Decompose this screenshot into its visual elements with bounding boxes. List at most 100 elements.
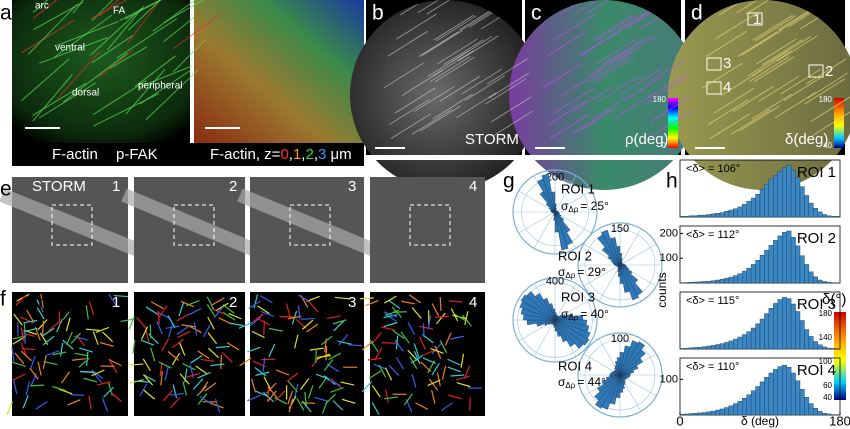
fiber [542, 62, 583, 89]
orientation-stick [23, 327, 38, 333]
panel-label: g [503, 170, 515, 193]
orientation-stick [251, 313, 264, 324]
hist-bar [813, 341, 818, 350]
fiber [109, 46, 147, 69]
orientation-stick [214, 398, 221, 413]
orientation-stick [43, 361, 58, 366]
fiber [602, 39, 643, 66]
hist-bar [679, 348, 685, 350]
hist-bar [702, 281, 707, 284]
fiber [753, 56, 795, 83]
orientation-stick [263, 376, 271, 390]
micrograph [370, 292, 485, 416]
orientation-stick [59, 342, 64, 357]
hist-bar [830, 348, 836, 350]
hist-bar [746, 267, 752, 284]
rose-tick-label: 100 [611, 333, 629, 345]
hist-bar [782, 297, 787, 350]
hist-bar [706, 411, 712, 416]
orientation-stick [411, 307, 422, 319]
fiber [777, 35, 818, 62]
hist-bar [786, 298, 792, 350]
orientation-stick [381, 342, 396, 344]
hist-bar [777, 171, 783, 218]
fiber [649, 96, 691, 123]
orientation-stick [215, 345, 230, 349]
orientation-stick [192, 378, 204, 390]
orientation-stick [388, 364, 400, 376]
fiber [732, 86, 774, 112]
orientation-stick [34, 326, 41, 341]
orientation-stick [462, 314, 472, 327]
hist-bar [750, 327, 756, 350]
orientation-stick [179, 373, 190, 385]
tile-label: 1 [112, 178, 120, 195]
fiber [139, 70, 191, 105]
orientation-stick [25, 381, 30, 396]
orientation-stick [207, 332, 218, 345]
y-tick-label: 200 [660, 227, 678, 239]
orientation-stick [222, 304, 235, 314]
roi-name: ROI 4 [797, 362, 836, 379]
orientation-stick [435, 315, 450, 318]
orientation-stick [165, 325, 180, 329]
hist-bar [759, 318, 765, 350]
orientation-stick [29, 356, 36, 370]
hist-bar [795, 311, 801, 350]
orientation-stick [254, 390, 269, 397]
fiber [706, 30, 747, 57]
filament [0, 188, 141, 257]
caption-part: 0 [280, 146, 288, 163]
orientation-stick [411, 373, 417, 388]
fiber [713, 87, 755, 114]
hist-bar [693, 215, 698, 218]
hist-bar [688, 215, 694, 218]
orientation-stick [361, 340, 374, 351]
rose-sigma: σΔρ = 25° [561, 199, 609, 214]
orientation-stick [403, 393, 413, 406]
hist-bar [759, 381, 765, 416]
orientation-stick [409, 356, 418, 370]
orientation-stick [200, 358, 215, 362]
fiber [576, 0, 618, 14]
fiber [62, 52, 128, 103]
orientation-stick [450, 308, 459, 322]
orientation-stick [371, 402, 380, 415]
orientation-stick [96, 381, 111, 386]
roi-box [409, 204, 451, 246]
hist-bar [724, 278, 730, 284]
fiber [439, 76, 480, 102]
orientation-stick [145, 306, 159, 315]
fiber [746, 50, 788, 77]
orientation-stick [13, 380, 18, 395]
hist-bar [813, 276, 818, 284]
sigma-part: σ [561, 199, 569, 213]
orientation-stick [159, 362, 163, 377]
orientation-stick [92, 371, 103, 383]
micrograph [12, 292, 128, 416]
hist-bar [702, 346, 707, 350]
orientation-stick [164, 366, 169, 381]
orientation-stick [348, 344, 363, 347]
fiber [549, 113, 590, 140]
rose-name: ROI 3 [561, 289, 595, 304]
orientation-stick [297, 294, 311, 303]
tile-label: 1 [112, 294, 120, 311]
hist-bar [790, 372, 796, 416]
orientation-stick [180, 300, 195, 308]
orientation-stick [413, 343, 420, 357]
orientation-stick [415, 402, 429, 410]
hist-bar [706, 281, 712, 284]
fiber [709, 113, 750, 140]
rose-ring [584, 229, 656, 301]
fiber [98, 49, 134, 78]
fiber [736, 0, 778, 14]
tile-label: 2 [229, 178, 237, 195]
fiber [90, 0, 128, 20]
fiber [124, 0, 162, 20]
orientation-stick [297, 305, 301, 320]
orientation-stick [86, 351, 89, 367]
orientation-stick [61, 371, 70, 384]
fiber [730, 108, 772, 135]
hist-bar [746, 394, 752, 416]
